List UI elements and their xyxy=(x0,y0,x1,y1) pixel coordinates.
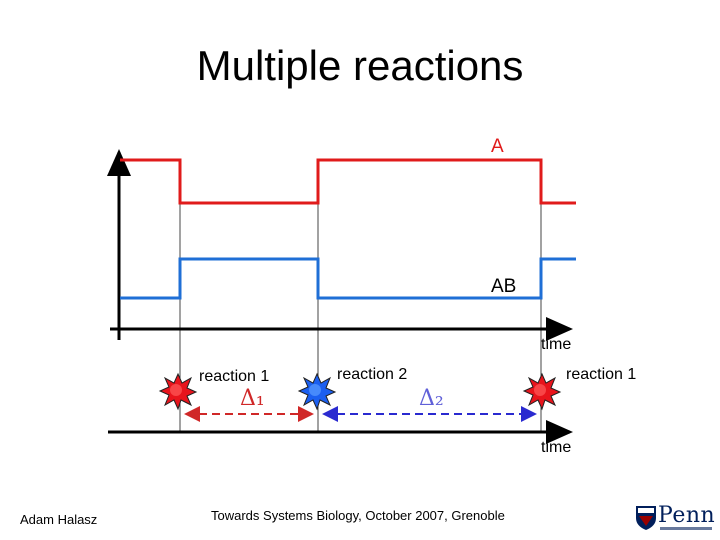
signal-ab-label: AB xyxy=(491,276,517,297)
signal-ab-trace xyxy=(120,257,576,300)
delta2-label: Δ₂ xyxy=(419,386,444,411)
lower-time-label: time xyxy=(541,439,572,456)
reaction2-burst-icon xyxy=(297,372,337,411)
signal-a-trace xyxy=(120,158,576,205)
upper-time-label: time xyxy=(541,336,572,353)
reaction3-burst-icon xyxy=(522,372,562,411)
penn-logo-text: Penn xyxy=(658,503,716,528)
signal-a-label: A xyxy=(491,136,504,157)
reaction1-label: reaction 1 xyxy=(199,368,270,385)
slide-title: Multiple reactions xyxy=(196,42,524,89)
reaction2-label: reaction 2 xyxy=(337,366,408,383)
penn-logo-underline xyxy=(660,527,712,530)
footer-venue: Towards Systems Biology, October 2007, G… xyxy=(211,508,505,523)
footer-author: Adam Halasz xyxy=(20,512,98,527)
penn-shield-icon xyxy=(636,506,656,530)
delta1-label: Δ₁ xyxy=(240,386,265,411)
reaction3-label: reaction 1 xyxy=(566,366,637,383)
reaction1-burst-icon xyxy=(158,372,198,411)
